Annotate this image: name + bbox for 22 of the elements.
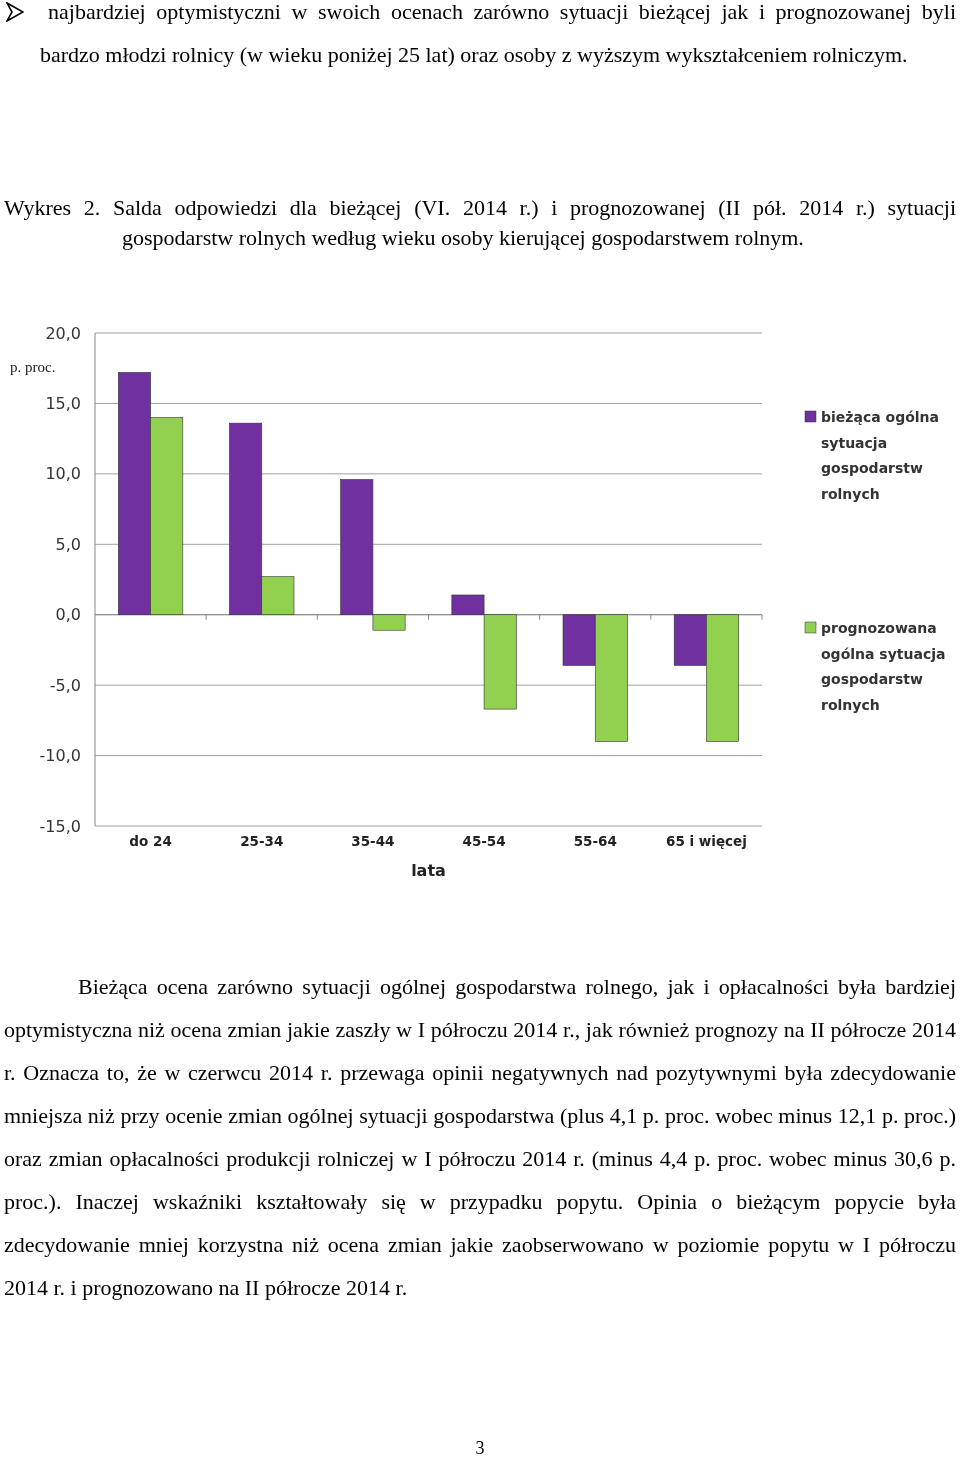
y-tick-label: 0,0 [55,605,81,625]
y-tick-label: -5,0 [49,675,81,695]
legend-label: bieżąca ogólna sytuacja gospodarstw rolnych [821,409,940,502]
text: 3 [474,1438,486,1459]
chart-title: Wykres 2. Salda odpowiedzi dla bieżącej (VI. 2014 r.) i prognozowanej (II pół. 2014 r.) sytuacji gospodarstw rolnych według wieku osoby kierującej gospodarstwem rolnym. [4,194,956,252]
x-axis-title: lata [411,861,446,880]
x-tick-label: 35-44 [351,833,395,849]
x-tick-label: 55-64 [573,833,617,849]
y-tick-label: 20,0 [45,323,81,343]
y-tick-label: -15,0 [39,816,81,836]
y-tick-label: 10,0 [45,464,81,484]
x-tick-label: 45-54 [462,833,506,849]
y-axis-title: p. proc. [10,359,56,375]
text: najbardziej optymistyczni w swoich ocenach zarówno sytuacji bieżącej jak i prognozowanej byli bardzo młodzi rolnicy (w wieku poniżej 25 lat) oraz osoby z wyższym wykształceniem rolniczym. [40,0,956,67]
y-tick-label: 5,0 [55,534,81,554]
text: Bieżąca ocena zarówno sytuacji ogólnej gospodarstwa rolnego, jak i opłacalności była bardziej optymistyczna niż ocena zmian jakie zaszły w I półroczu 2014 r., jak również prognozy na II półrocze 2014 r. Oznacza to, że w czerwcu 2014 r. przewaga opinii negatywnych nad pozytywnymi była zdecydowanie mniejsza niż przy ocenie zmian ogólnej sytuacji gospodarstwa (plus 4,1 p. proc. wobec minus 12,1 p. proc.) oraz zmian opłacalności produkcji rolniczej w I półroczu 2014 r. (minus 4,4 p. proc. wobec minus 30,6 p. proc.). Inaczej wskaźniki kształtowały się w przypadku popytu. Opinia o bieżącym popycie była zdecydowanie mniej korzystna niż ocena zmian jakie zaobserwowano w poziomie popytu w I półroczu 2014 r. i prognozowano na II półrocze 2014 r. [4,973,956,1302]
x-tick-label: 65 i więcej [665,833,747,849]
y-tick-label: 15,0 [45,394,81,414]
y-tick-label: -10,0 [39,746,81,766]
x-tick-label: 25-34 [240,833,284,849]
legend-label: prognozowana ogólna sytuacja gospodarstw rolnych [821,620,946,713]
x-tick-label: do 24 [129,833,172,849]
